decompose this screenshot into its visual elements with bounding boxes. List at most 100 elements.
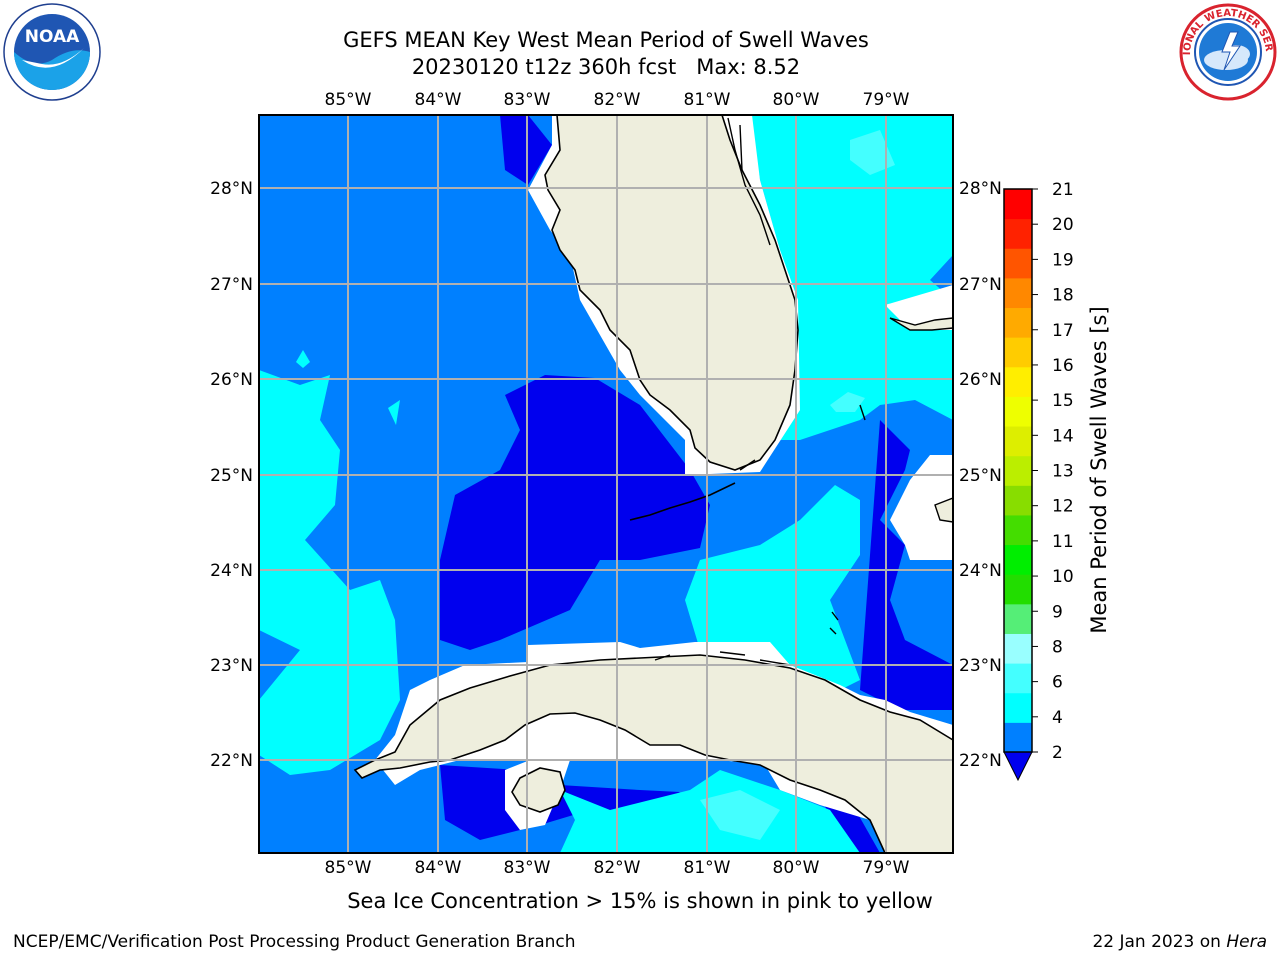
- colorbar-tick-label: 19: [1052, 250, 1074, 270]
- lat-tick-left: 26°N: [210, 370, 253, 390]
- nws-logo: NATIONAL WEATHER SERVICE: [1178, 2, 1277, 101]
- contour-4-6-east: [750, 115, 953, 440]
- footer-date: 22 Jan 2023 on Hera: [1092, 932, 1267, 952]
- lat-tick-left: 28°N: [210, 179, 253, 199]
- colorbar-segment: [1004, 485, 1032, 516]
- lon-tick-top: 83°W: [504, 90, 551, 110]
- lat-tick-right: 22°N: [959, 751, 1002, 771]
- lat-tick-left: 22°N: [210, 751, 253, 771]
- contour-below-2-east: [860, 420, 953, 710]
- map-grid: [259, 115, 953, 853]
- colorbar: [1003, 188, 1033, 782]
- lon-tick-top: 84°W: [415, 90, 462, 110]
- lon-tick-bottom: 85°W: [325, 858, 372, 878]
- colorbar-tick-label: 18: [1052, 286, 1074, 306]
- lat-tick-right: 24°N: [959, 561, 1002, 581]
- lon-tick-bottom: 80°W: [773, 858, 820, 878]
- lon-tick-bottom: 82°W: [594, 858, 641, 878]
- lat-tick-left: 24°N: [210, 561, 253, 581]
- lat-tick-right: 28°N: [959, 179, 1002, 199]
- colorbar-segment: [1004, 248, 1032, 279]
- colorbar-segment: [1004, 189, 1032, 220]
- footer-machine: Hera: [1226, 932, 1267, 952]
- land-bahamas-grand: [889, 317, 953, 331]
- contour-6-8-s: [700, 790, 780, 840]
- colorbar-segment: [1004, 455, 1032, 486]
- colorbar-tick-label: 2: [1052, 743, 1063, 763]
- contour-4-6-dot2: [388, 400, 400, 425]
- noaa-logo: NOAA: [3, 3, 101, 101]
- lat-ticks-left: 28°N 27°N 26°N 25°N 24°N 23°N 22°N: [210, 179, 253, 771]
- noaa-logo-text: NOAA: [25, 27, 80, 47]
- colorbar-tick-label: 10: [1052, 567, 1074, 587]
- colorbar-segment: [1004, 633, 1032, 664]
- mask-andros: [885, 285, 953, 330]
- colorbar-segment: [1004, 514, 1032, 546]
- lat-tick-right: 27°N: [959, 275, 1002, 295]
- map-title-line2: 20230120 t12z 360h fcst Max: 8.52: [411, 55, 801, 79]
- colorbar-ticks: 2 4 6 8 9 10 11 12 13 14 15 16 17 18 19 20 21: [1032, 180, 1074, 763]
- land-florida: [544, 115, 799, 471]
- land-cuba: [353, 654, 953, 853]
- land-cay-sal: [829, 404, 866, 635]
- map-title-line1: GEFS MEAN Key West Mean Period of Swell …: [343, 28, 869, 52]
- lon-tick-bottom: 81°W: [684, 858, 731, 878]
- land-lake-okeechobee: [727, 117, 771, 246]
- lon-ticks-top: 85°W 84°W 83°W 82°W 81°W 80°W 79°W: [325, 90, 910, 110]
- colorbar-tick-label: 14: [1052, 426, 1074, 446]
- colorbar-segment: [1004, 692, 1032, 723]
- colorbar-tick-label: 15: [1052, 391, 1074, 411]
- map-frame: [258, 114, 954, 854]
- lon-tick-top: 85°W: [325, 90, 372, 110]
- lat-tick-right: 26°N: [959, 370, 1002, 390]
- colorbar-segment: [1004, 396, 1032, 427]
- land-isla-juventud: [511, 767, 566, 813]
- colorbar-segment: [1004, 366, 1032, 397]
- colorbar-tick-label: 11: [1052, 532, 1074, 552]
- colorbar-tick-label: 20: [1052, 215, 1074, 235]
- colorbar-tick-label: 8: [1052, 637, 1063, 657]
- colorbar-tick-label: 12: [1052, 497, 1074, 517]
- lat-tick-right: 23°N: [959, 656, 1002, 676]
- colorbar-segment: [1004, 544, 1032, 575]
- contour-4-6-west: [259, 370, 400, 775]
- map-plot-area: [259, 115, 953, 853]
- colorbar-tick-label: 16: [1052, 356, 1074, 376]
- colorbar-tick-label: 4: [1052, 708, 1063, 728]
- lon-tick-bottom: 83°W: [504, 858, 551, 878]
- lat-ticks-right: 28°N 27°N 26°N 25°N 24°N 23°N 22°N: [959, 179, 1002, 771]
- colorbar-tick-label: 21: [1052, 180, 1074, 200]
- lat-tick-left: 25°N: [210, 466, 253, 486]
- lon-tick-bottom: 84°W: [415, 858, 462, 878]
- colorbar-tick-label: 13: [1052, 462, 1074, 482]
- colorbar-tick-label: 17: [1052, 321, 1074, 341]
- colorbar-segment: [1004, 722, 1032, 753]
- mask-bahamas-e: [890, 455, 953, 560]
- contour-below-2-central: [440, 375, 710, 650]
- land-keys: [629, 459, 756, 521]
- footer-branch: NCEP/EMC/Verification Post Processing Pr…: [13, 932, 576, 952]
- contour-6-8-nassau: [830, 392, 865, 412]
- colorbar-segment: [1004, 218, 1032, 249]
- colorbar-segment: [1004, 663, 1032, 694]
- colorbar-segment: [1004, 603, 1032, 634]
- colorbar-label: Mean Period of Swell Waves [s]: [1087, 306, 1111, 633]
- land-bahamas-andros: [934, 497, 953, 523]
- sea-ice-note: Sea Ice Concentration > 15% is shown in …: [347, 889, 933, 913]
- lon-tick-top: 79°W: [863, 90, 910, 110]
- colorbar-under-arrow: [1003, 751, 1033, 782]
- lon-tick-top: 81°W: [684, 90, 731, 110]
- lon-tick-top: 82°W: [594, 90, 641, 110]
- lon-ticks-bottom: 85°W 84°W 83°W 82°W 81°W 80°W 79°W: [325, 858, 910, 878]
- colorbar-tick-label: 9: [1052, 602, 1063, 622]
- lat-tick-left: 27°N: [210, 275, 253, 295]
- colorbar-segment: [1004, 574, 1032, 605]
- colorbar-segment: [1004, 426, 1032, 457]
- footer-date-text: 22 Jan 2023 on: [1092, 932, 1227, 952]
- colorbar-segment: [1004, 307, 1032, 338]
- colorbar-tick-label: 6: [1052, 673, 1063, 693]
- lon-tick-bottom: 79°W: [863, 858, 910, 878]
- lat-tick-left: 23°N: [210, 656, 253, 676]
- contour-6-8-north: [850, 130, 895, 175]
